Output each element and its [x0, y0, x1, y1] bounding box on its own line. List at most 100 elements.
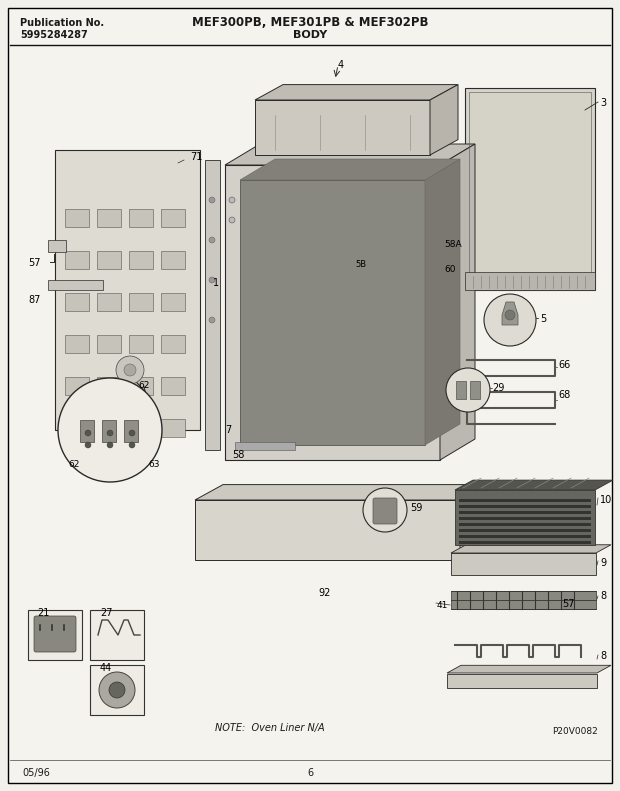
- Text: 63: 63: [148, 460, 159, 469]
- Circle shape: [209, 197, 215, 203]
- Circle shape: [363, 488, 407, 532]
- Text: 7: 7: [225, 425, 231, 435]
- Bar: [65, 377, 89, 395]
- Text: 6: 6: [307, 768, 313, 778]
- FancyBboxPatch shape: [34, 616, 76, 652]
- Bar: [459, 505, 591, 508]
- Bar: [97, 293, 121, 311]
- Circle shape: [129, 442, 135, 448]
- Bar: [129, 419, 153, 437]
- Polygon shape: [240, 159, 460, 180]
- Text: 1: 1: [213, 278, 219, 288]
- Bar: [255, 100, 430, 155]
- Circle shape: [85, 442, 91, 448]
- Bar: [456, 381, 466, 399]
- Bar: [161, 419, 185, 437]
- Polygon shape: [425, 159, 460, 445]
- Circle shape: [109, 682, 125, 698]
- Circle shape: [107, 442, 113, 448]
- Bar: [459, 499, 591, 502]
- Circle shape: [85, 430, 91, 436]
- Bar: [470, 381, 480, 399]
- Polygon shape: [225, 144, 475, 165]
- Text: NOTE:  Oven Liner N/A: NOTE: Oven Liner N/A: [215, 723, 325, 733]
- Text: 62: 62: [138, 381, 149, 390]
- Bar: [97, 335, 121, 353]
- Bar: [65, 293, 89, 311]
- Bar: [97, 251, 121, 269]
- Text: 71: 71: [190, 152, 202, 162]
- Text: Publication No.: Publication No.: [20, 18, 104, 28]
- Text: 5995284287: 5995284287: [20, 30, 88, 40]
- Circle shape: [129, 430, 135, 436]
- Text: 5: 5: [540, 314, 546, 324]
- Text: 92: 92: [318, 588, 330, 598]
- Bar: [447, 674, 597, 688]
- Text: 87: 87: [28, 295, 40, 305]
- Text: 62: 62: [68, 460, 79, 469]
- Text: 44: 44: [100, 663, 112, 673]
- Bar: [97, 209, 121, 227]
- Text: 58: 58: [232, 450, 244, 460]
- Bar: [161, 377, 185, 395]
- Bar: [65, 251, 89, 269]
- Circle shape: [107, 430, 113, 436]
- Circle shape: [124, 364, 136, 376]
- Circle shape: [229, 197, 235, 203]
- Text: 57: 57: [562, 599, 575, 609]
- Bar: [65, 209, 89, 227]
- Bar: [225, 165, 440, 460]
- Text: BODY: BODY: [293, 30, 327, 40]
- Bar: [161, 209, 185, 227]
- Text: MEF300PB, MEF301PB & MEF302PB: MEF300PB, MEF301PB & MEF302PB: [192, 16, 428, 29]
- Bar: [65, 335, 89, 353]
- Bar: [451, 553, 596, 575]
- Bar: [48, 280, 103, 290]
- Bar: [465, 272, 595, 290]
- Bar: [161, 251, 185, 269]
- FancyBboxPatch shape: [373, 498, 397, 524]
- Bar: [129, 377, 153, 395]
- Bar: [465, 88, 595, 290]
- Bar: [459, 529, 591, 532]
- Bar: [129, 251, 153, 269]
- Bar: [235, 442, 295, 450]
- Bar: [459, 541, 591, 544]
- Circle shape: [99, 672, 135, 708]
- Text: 59: 59: [410, 503, 422, 513]
- Polygon shape: [430, 85, 458, 155]
- Bar: [97, 419, 121, 437]
- Bar: [90, 665, 144, 715]
- Text: 9: 9: [600, 558, 606, 568]
- Text: 66: 66: [558, 360, 570, 370]
- Text: 21: 21: [37, 608, 50, 618]
- Bar: [124, 420, 138, 442]
- Polygon shape: [502, 302, 518, 325]
- Text: 58A: 58A: [444, 240, 462, 249]
- Circle shape: [505, 310, 515, 320]
- Bar: [97, 377, 121, 395]
- Polygon shape: [455, 480, 613, 490]
- Bar: [55, 150, 200, 430]
- Text: 41: 41: [437, 601, 448, 610]
- Text: 68: 68: [558, 390, 570, 400]
- Bar: [161, 293, 185, 311]
- Text: 27: 27: [100, 608, 112, 618]
- Bar: [129, 335, 153, 353]
- Bar: [459, 517, 591, 520]
- Bar: [195, 500, 460, 560]
- Text: 57: 57: [28, 258, 40, 268]
- Text: 29: 29: [492, 383, 505, 393]
- Polygon shape: [205, 160, 220, 450]
- Bar: [48, 240, 66, 252]
- Text: 5B: 5B: [355, 260, 366, 269]
- Polygon shape: [440, 144, 475, 460]
- Polygon shape: [195, 485, 488, 500]
- Text: 8: 8: [600, 651, 606, 661]
- Bar: [240, 180, 425, 445]
- Text: 60: 60: [444, 265, 456, 274]
- Circle shape: [209, 277, 215, 283]
- Text: 4: 4: [338, 60, 344, 70]
- Bar: [451, 591, 596, 609]
- Bar: [459, 523, 591, 526]
